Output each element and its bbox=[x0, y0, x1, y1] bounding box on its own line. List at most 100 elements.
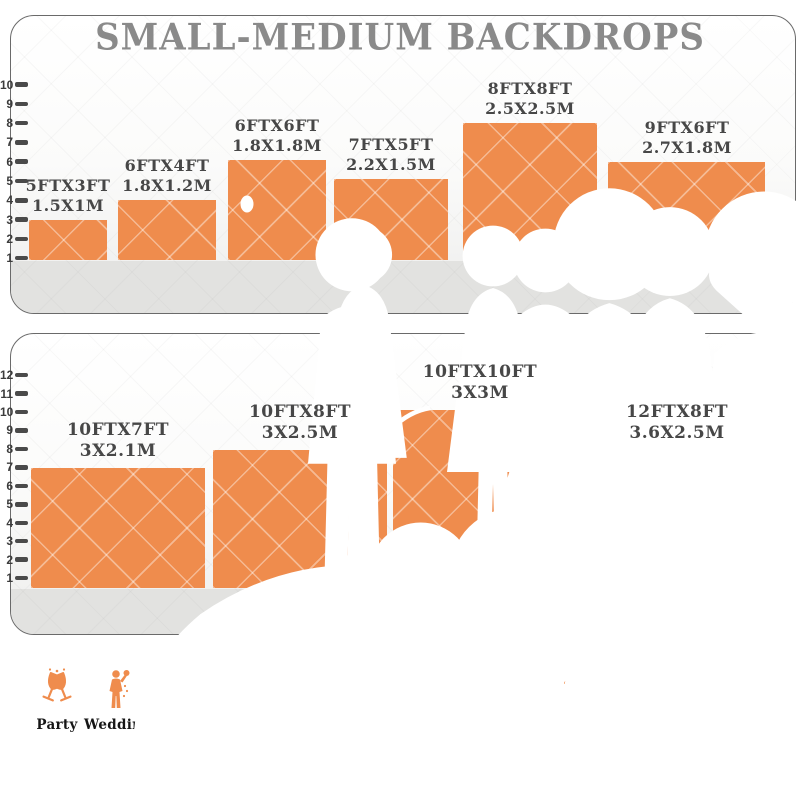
outdoor-icon bbox=[399, 677, 435, 700]
ruler-number: 12 bbox=[0, 368, 14, 383]
ruler-number: 9 bbox=[6, 96, 13, 111]
ruler-number: 3 bbox=[6, 212, 13, 227]
ruler-dash-icon bbox=[15, 538, 28, 544]
ruler-number: 1 bbox=[6, 251, 13, 266]
ruler-number: 5 bbox=[6, 497, 13, 512]
size-ft: 5FTX3FT bbox=[25, 176, 111, 195]
category-outdoor: Outdoor bbox=[379, 666, 455, 733]
birthday-icon bbox=[470, 669, 508, 706]
ruler-number: 9 bbox=[6, 423, 13, 438]
ruler-tick: 6 bbox=[0, 155, 28, 169]
size-ft: 10FTX7FT bbox=[66, 420, 170, 440]
category-label: Video bbox=[239, 717, 283, 733]
size-m: 3X2.5M bbox=[261, 423, 339, 443]
ruler-number: 6 bbox=[6, 154, 13, 169]
floor-area bbox=[11, 261, 795, 313]
category-label: Festival bbox=[307, 717, 369, 733]
ruler-number: 2 bbox=[6, 552, 13, 567]
category-label: Party bbox=[36, 717, 78, 733]
ruler-dash-icon bbox=[15, 409, 28, 415]
ruler-tick: 3 bbox=[0, 534, 28, 548]
ruler-tick: 1 bbox=[0, 571, 28, 585]
ruler-dash-icon bbox=[15, 236, 28, 242]
floor-area bbox=[11, 589, 795, 634]
category-label: Wedding bbox=[83, 717, 152, 733]
category-party: Party bbox=[19, 666, 95, 733]
category-label: YouTube bbox=[713, 717, 781, 733]
youtube-icon bbox=[731, 674, 762, 705]
page-title: SMALL-MEDIUM BACKDROPS bbox=[95, 16, 705, 60]
size-m: 1.8X1.8M bbox=[232, 136, 322, 155]
backdrop-size-label: 10FTX7FT 3X2.1M bbox=[23, 420, 213, 462]
ruler-number: 6 bbox=[6, 478, 13, 493]
ruler-dash-icon bbox=[15, 557, 28, 562]
size-ft: 6FTX4FT bbox=[124, 156, 210, 175]
backdrop-rect-9ftx6ft bbox=[608, 162, 765, 260]
backdrop-rect-12ftx8ft bbox=[572, 450, 783, 588]
ruler-tick: 2 bbox=[0, 553, 28, 567]
backdrop-rect-10ftx8ft bbox=[213, 450, 387, 588]
category-wedding: Wedding bbox=[80, 666, 156, 733]
party-icon bbox=[42, 668, 72, 702]
ruler-dash-icon bbox=[15, 120, 28, 126]
backdrop-rect-6ftx4ft bbox=[118, 200, 216, 260]
category-video: Video bbox=[223, 666, 299, 733]
children-icon bbox=[168, 677, 205, 703]
ruler-dash-icon bbox=[15, 483, 28, 489]
ruler-tick: 5 bbox=[0, 497, 28, 511]
ruler-number: 10 bbox=[0, 405, 14, 419]
ruler-tick: 11 bbox=[0, 387, 28, 401]
category-label: Newborn bbox=[631, 717, 703, 733]
category-festival: Festival bbox=[300, 666, 376, 733]
ruler-number: 7 bbox=[6, 460, 13, 475]
ruler-dash-icon bbox=[15, 391, 28, 396]
backdrop-size-label: 5FTX3FT 1.5X1M bbox=[0, 176, 163, 216]
ruler-dash-icon bbox=[15, 178, 28, 184]
ruler-number: 8 bbox=[6, 116, 13, 131]
wedding-icon bbox=[109, 670, 130, 708]
backdrop-size-label: 7FTX5FT 2.2X1.5M bbox=[296, 135, 486, 175]
size-ft: 7FTX5FT bbox=[348, 135, 434, 154]
ruler-tick: 6 bbox=[0, 479, 28, 493]
size-m: 1.5X1M bbox=[31, 196, 105, 215]
ruler-number: 4 bbox=[6, 193, 13, 208]
category-label: Birthday bbox=[454, 717, 524, 733]
backdrop-rect-10ftx10ft bbox=[393, 410, 567, 588]
ruler-dash-icon bbox=[15, 198, 28, 203]
size-m: 1.8X1.2M bbox=[122, 176, 212, 195]
size-m: 3X3M bbox=[451, 383, 509, 403]
ruler-dash-icon bbox=[15, 140, 28, 145]
ruler-tick: 8 bbox=[0, 116, 28, 130]
ruler-dash-icon bbox=[15, 446, 28, 452]
category-label: Children bbox=[151, 717, 221, 733]
backdrop-size-label: 9FTX6FT 2.7X1.8M bbox=[592, 118, 782, 158]
ruler-tick: 9 bbox=[0, 97, 28, 111]
ruler-number: 3 bbox=[6, 534, 13, 549]
category-label: Outdoor bbox=[384, 717, 450, 733]
backdrop-rect-7ftx5ft bbox=[334, 179, 448, 260]
ruler-number: 1 bbox=[6, 571, 13, 586]
category-label: Product bbox=[549, 717, 613, 733]
ruler-tick: 12 bbox=[0, 368, 28, 382]
festival-icon bbox=[325, 668, 351, 706]
size-ft: 10FTX10FT bbox=[422, 362, 538, 382]
ruler-tick: 2 bbox=[0, 232, 28, 246]
size-m: 3.6X2.5M bbox=[629, 423, 725, 443]
ruler-dash-icon bbox=[15, 372, 28, 378]
ruler-dash-icon bbox=[15, 82, 28, 87]
ruler-dash-icon bbox=[15, 255, 28, 261]
backdrop-size-label: 8FTX8FT 2.5X2.5M bbox=[435, 79, 625, 119]
size-ft: 9FTX6FT bbox=[644, 118, 730, 137]
ruler-dash-icon bbox=[15, 465, 28, 470]
ruler-tick: 5 bbox=[0, 174, 28, 188]
backdrop-size-label: 10FTX8FT 3X2.5M bbox=[205, 402, 395, 444]
size-m: 2.5X2.5M bbox=[485, 99, 575, 118]
ruler-tick: 9 bbox=[0, 423, 28, 437]
product-icon bbox=[563, 675, 598, 704]
backdrop-size-label: 12FTX8FT 3.6X2.5M bbox=[582, 402, 772, 444]
backdrop-size-label: 10FTX10FT 3X3M bbox=[385, 362, 575, 404]
ruler-number: 10 bbox=[0, 77, 14, 92]
ruler-number: 7 bbox=[6, 135, 13, 150]
ruler-tick: 7 bbox=[0, 460, 28, 474]
